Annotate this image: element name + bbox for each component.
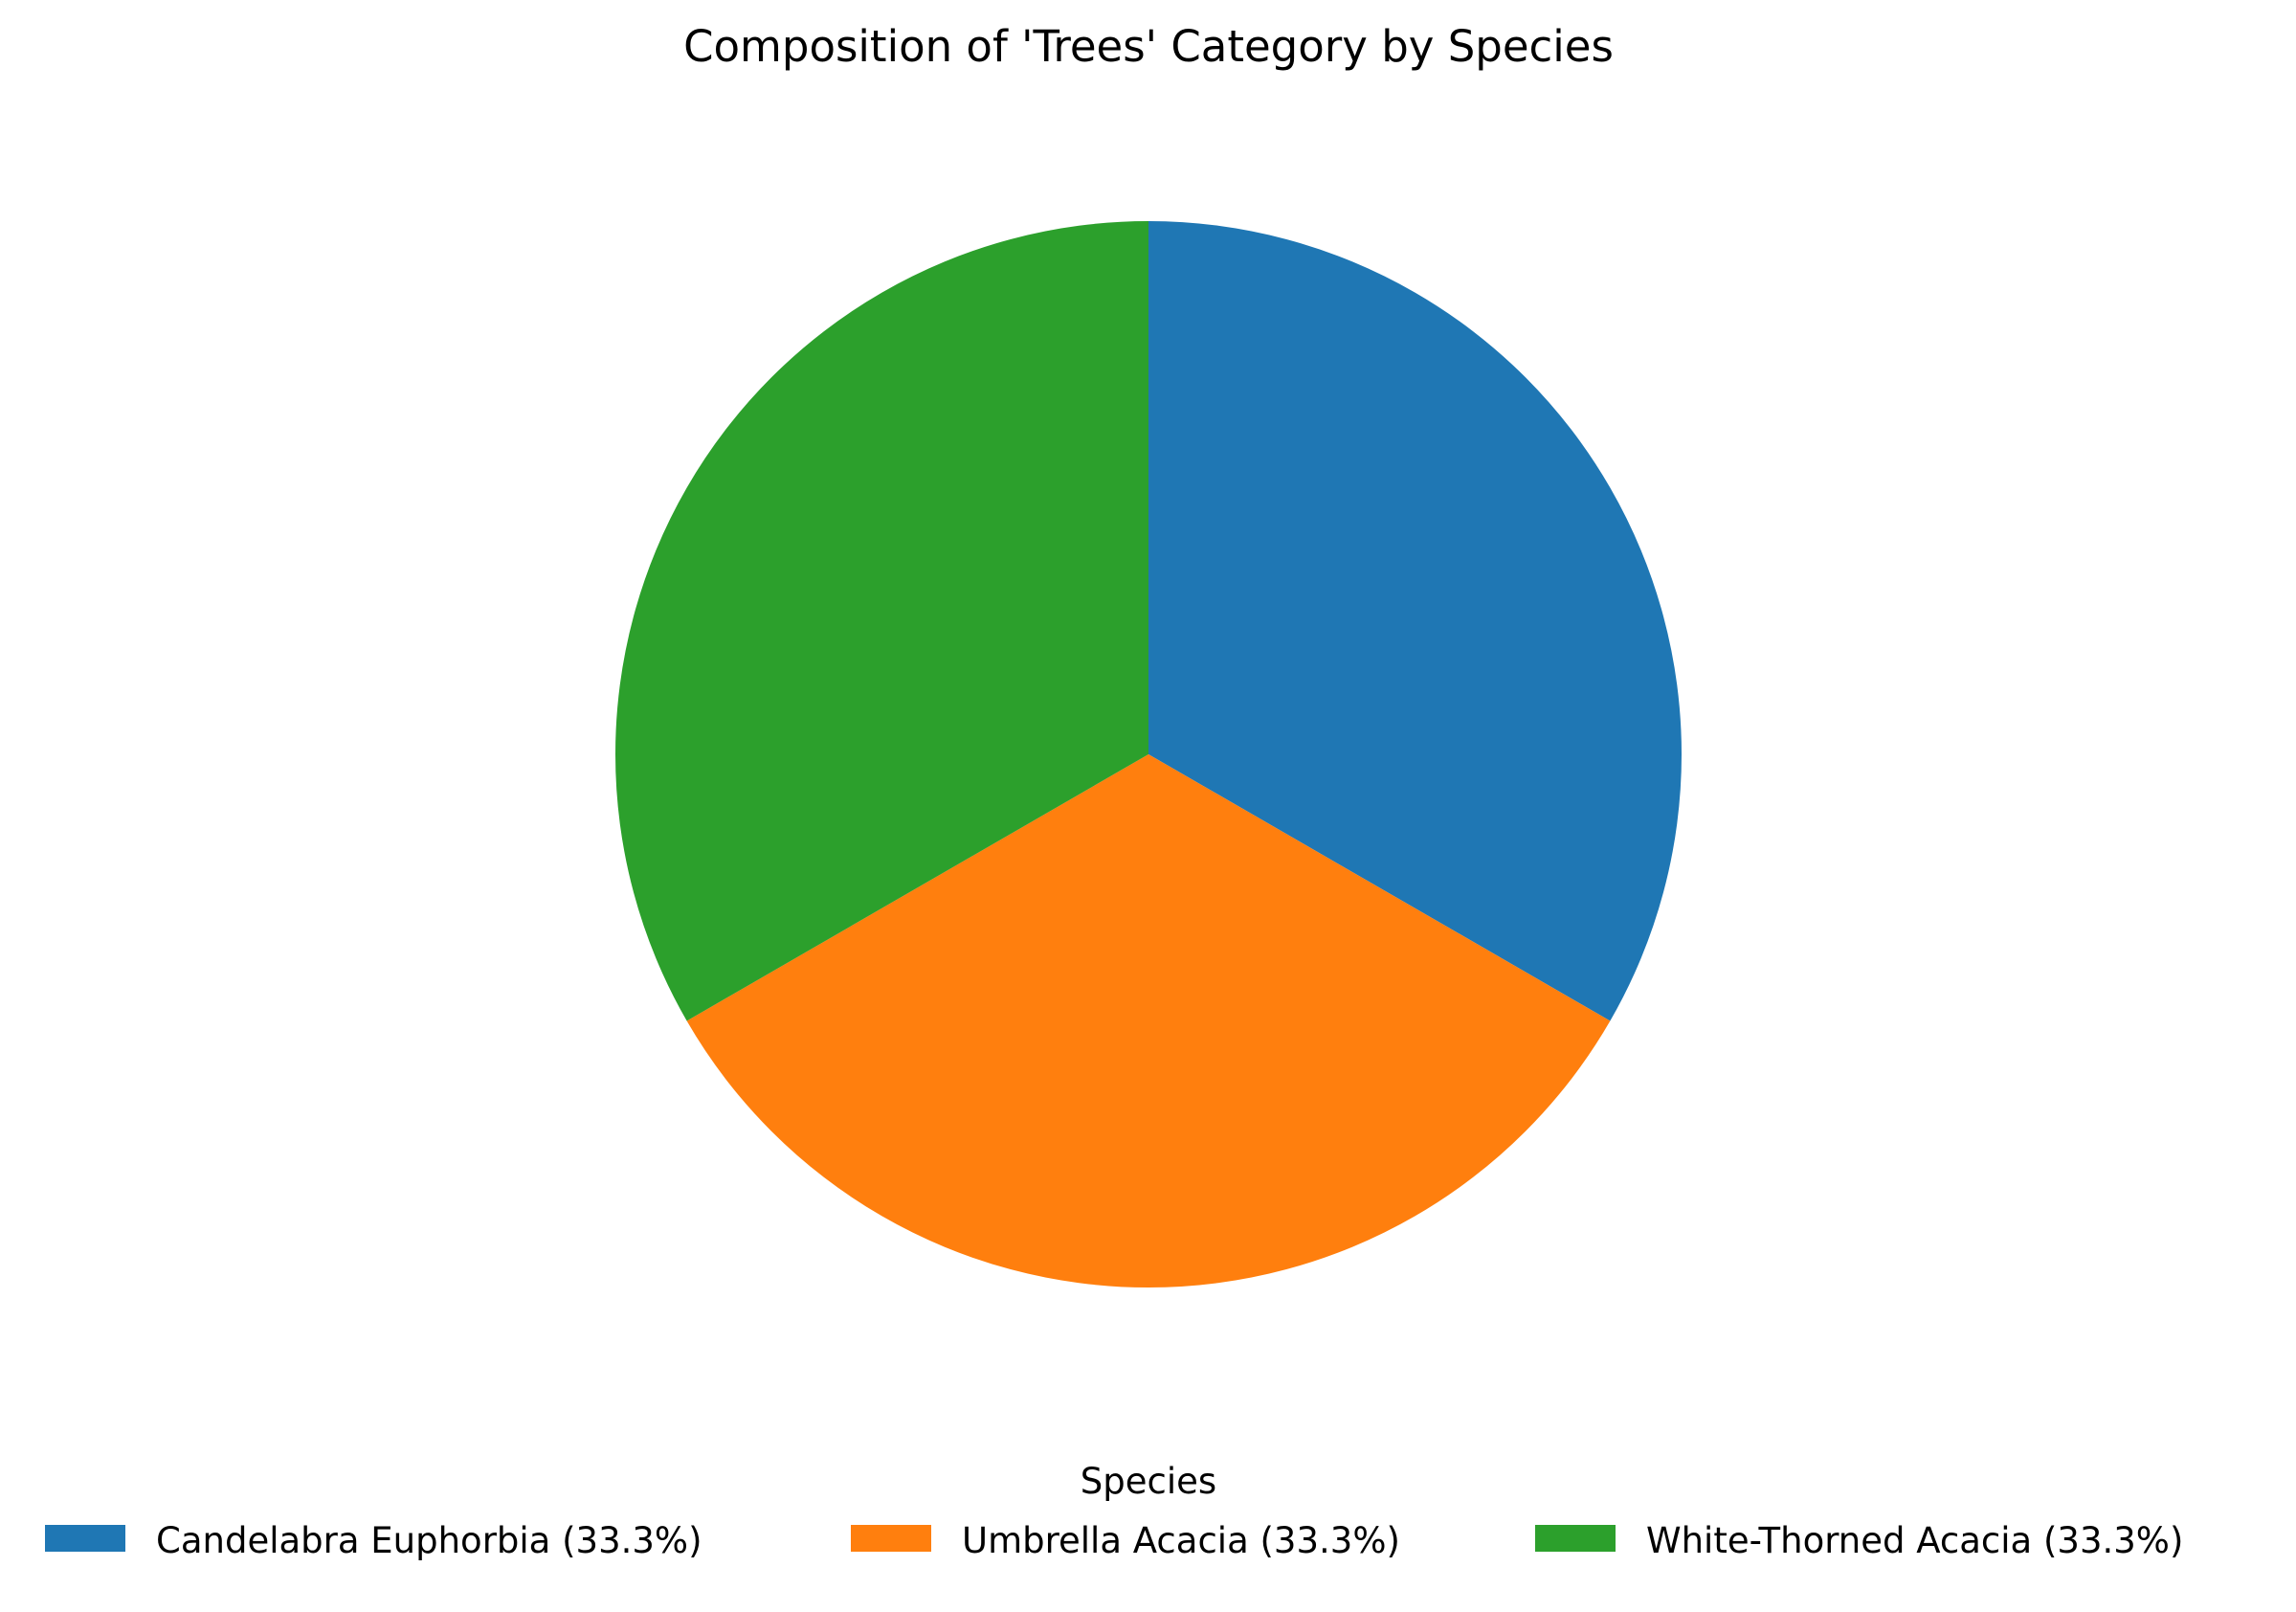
legend-item: Candelabra Euphorbia (33.3%) xyxy=(45,1520,702,1561)
legend-swatch xyxy=(1535,1525,1616,1552)
pie-slices xyxy=(614,221,1683,1288)
legend-swatch xyxy=(45,1525,125,1552)
legend-item: Umbrella Acacia (33.3%) xyxy=(851,1520,1400,1561)
legend-label: Candelabra Euphorbia (33.3%) xyxy=(156,1520,702,1561)
legend-label: Umbrella Acacia (33.3%) xyxy=(962,1520,1400,1561)
legend-item: White-Thorned Acacia (33.3%) xyxy=(1535,1520,2183,1561)
legend: Candelabra Euphorbia (33.3%) Umbrella Ac… xyxy=(45,1520,2183,1561)
legend-title: Species xyxy=(1081,1461,1216,1502)
chart-title: Composition of 'Trees' Category by Speci… xyxy=(683,21,1614,72)
legend-label: White-Thorned Acacia (33.3%) xyxy=(1646,1520,2183,1561)
pie-slice-white-thorned-acacia xyxy=(614,221,1148,1021)
legend-swatch xyxy=(851,1525,931,1552)
pie-slice-umbrella-acacia xyxy=(686,754,1611,1288)
pie-slice-candelabra-euphorbia xyxy=(1148,221,1683,1021)
